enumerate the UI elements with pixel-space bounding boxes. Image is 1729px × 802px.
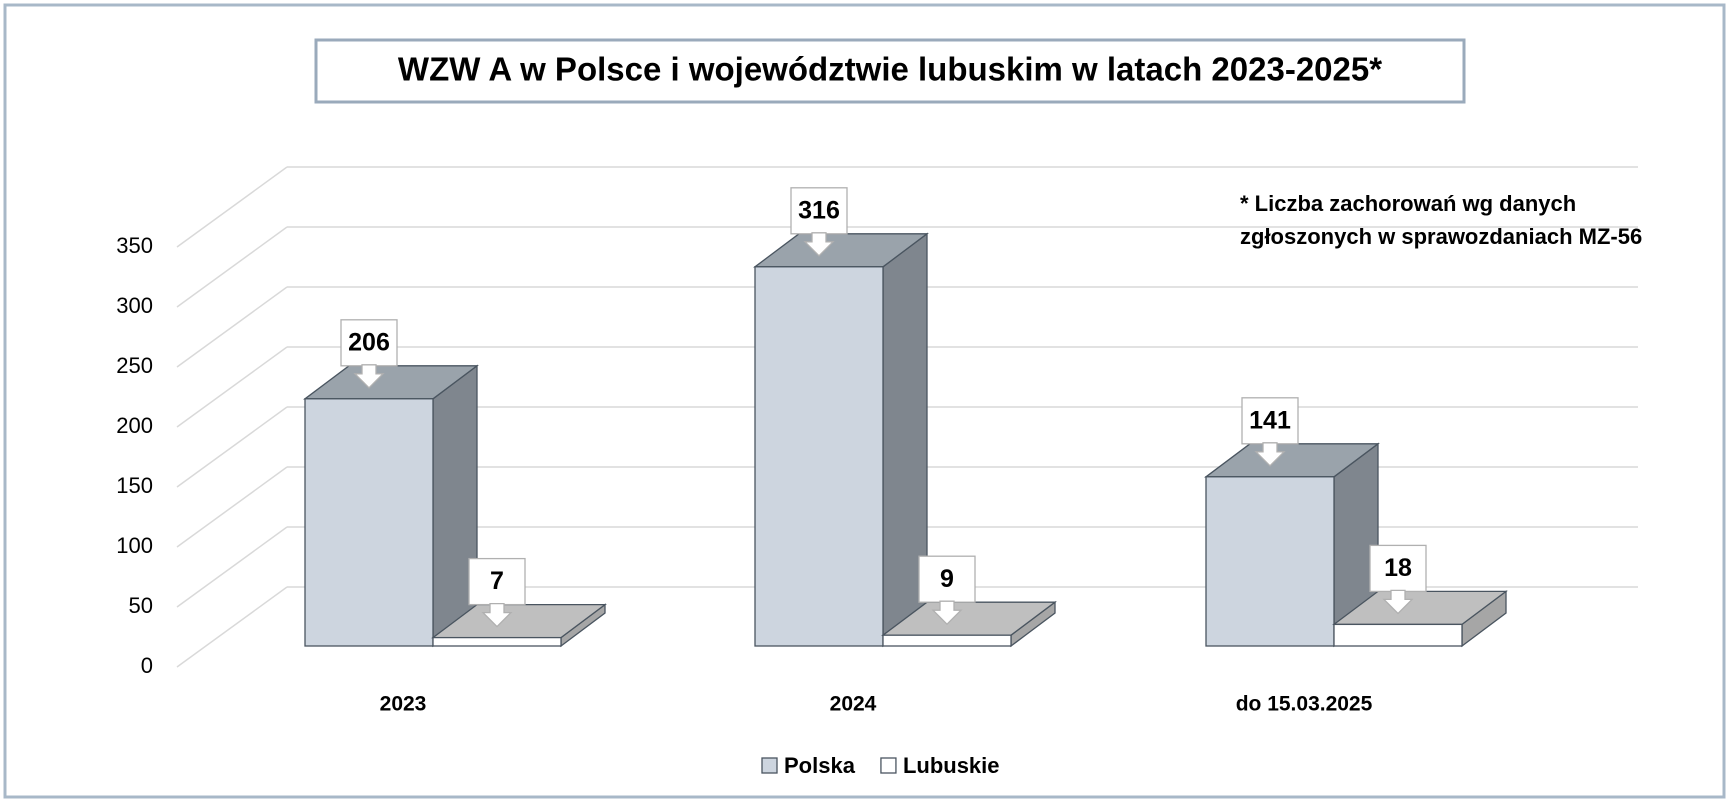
- y-tick-label: 100: [116, 533, 153, 558]
- x-tick-label: do 15.03.2025: [1236, 693, 1373, 716]
- y-tick-label: 0: [141, 653, 153, 678]
- y-tick-label: 150: [116, 473, 153, 498]
- y-tick-label: 200: [116, 413, 153, 438]
- legend-swatch: [761, 757, 778, 774]
- data-label-arrow: [931, 600, 963, 626]
- grid-line: [176, 286, 288, 368]
- data-label: 9: [940, 565, 954, 593]
- bar-front: [1205, 476, 1335, 647]
- bar-front: [432, 636, 562, 647]
- data-label-arrow: [353, 364, 385, 389]
- grid-line: [176, 226, 288, 308]
- grid-line: [176, 526, 288, 608]
- title-box: [314, 38, 1466, 104]
- data-label-box: [918, 555, 976, 603]
- chart-title: WZW A w Polsce i województwie lubuskim w…: [398, 51, 1382, 88]
- data-label-arrow: [1382, 589, 1414, 615]
- data-label: 316: [798, 196, 840, 224]
- data-label: 18: [1384, 554, 1412, 582]
- grid-line: [176, 346, 288, 428]
- bar-front: [304, 398, 434, 647]
- bar-front: [882, 634, 1012, 647]
- y-tick-label: 50: [129, 593, 153, 618]
- legend-label: Polska: [784, 753, 856, 778]
- grid-line: [176, 466, 288, 548]
- x-tick-label: 2023: [380, 693, 427, 716]
- y-tick-label: 300: [116, 293, 153, 318]
- grid-line: [176, 166, 288, 248]
- bar-front: [1333, 623, 1463, 647]
- data-label: 7: [490, 567, 504, 595]
- legend-swatch: [880, 757, 897, 774]
- x-tick-label: 2024: [830, 693, 877, 716]
- legend-label: Lubuskie: [903, 753, 1000, 778]
- grid-line: [176, 586, 288, 668]
- data-label: 141: [1249, 406, 1291, 434]
- data-label-box: [1241, 397, 1299, 445]
- data-label-box: [340, 319, 398, 367]
- data-label-arrow: [803, 232, 835, 257]
- bar-front: [754, 266, 884, 647]
- annotation: zgłoszonych w sprawozdaniach MZ-56: [1240, 224, 1642, 249]
- grid-line: [176, 406, 288, 488]
- data-label-arrow: [1254, 442, 1286, 467]
- data-label: 206: [348, 328, 390, 356]
- annotation: * Liczba zachorowań wg danych: [1240, 191, 1576, 216]
- y-tick-label: 350: [116, 233, 153, 258]
- data-label-box: [468, 557, 526, 606]
- data-label-arrow: [481, 602, 513, 628]
- y-tick-label: 250: [116, 353, 153, 378]
